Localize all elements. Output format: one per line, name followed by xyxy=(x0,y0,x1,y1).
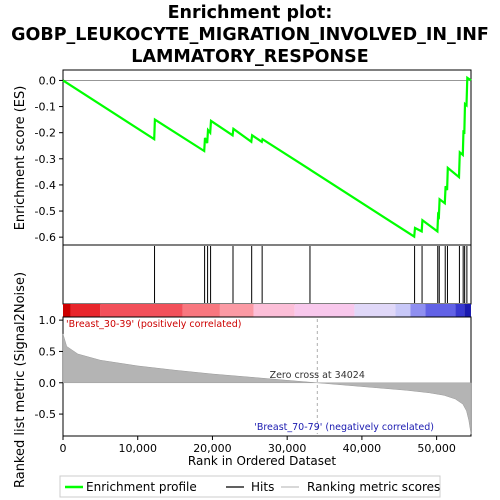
es-y-tick-label: 0.0 xyxy=(39,74,57,87)
colorbar-segment xyxy=(455,304,465,317)
legend-hits-label: Hits xyxy=(251,480,274,494)
colorbar-segment xyxy=(464,304,471,317)
es-y-axis-label: Enrichment score (ES) xyxy=(13,86,28,231)
legend-metric-label: Ranking metric scores xyxy=(307,480,440,494)
es-y-tick-label: -0.5 xyxy=(35,205,56,218)
colorbar-segment xyxy=(219,304,254,317)
ranking-metric-area xyxy=(62,333,472,435)
metric-y-tick-label: 0.0 xyxy=(39,377,57,390)
colorbar-segment xyxy=(63,304,71,317)
es-y-axis: 0.0 -0.1 -0.2 -0.3 -0.4 -0.5 -0.6 xyxy=(35,74,63,244)
title-line-1: Enrichment plot: xyxy=(168,3,333,23)
negative-group-label: 'Breast_70-79' (negatively correlated) xyxy=(254,422,434,433)
legend-enrichment-label: Enrichment profile xyxy=(86,480,197,494)
metric-y-tick-label: 0.5 xyxy=(39,345,57,358)
colorbar-segment xyxy=(425,304,456,317)
colorbar-segment xyxy=(354,304,396,317)
colorbar-segment xyxy=(70,304,101,317)
x-axis-label: Rank in Ordered Dataset xyxy=(188,454,336,468)
legend-box xyxy=(59,475,441,498)
x-tick-label: 30,000 xyxy=(268,442,307,455)
es-y-tick-label: -0.2 xyxy=(35,127,56,140)
title-line-2: GOBP_LEUKOCYTE_MIGRATION_INVOLVED_IN_INF xyxy=(11,25,489,45)
metric-y-tick-label: 1.0 xyxy=(39,314,57,327)
zero-cross-label: Zero cross at 34024 xyxy=(270,370,365,381)
metric-y-tick-label: -0.5 xyxy=(35,408,56,421)
x-tick-label: 10,000 xyxy=(118,442,157,455)
x-tick-label: 0 xyxy=(60,442,67,455)
metric-y-axis-label: Ranked list metric (Signal2Noise) xyxy=(13,272,28,488)
es-panel-frame xyxy=(62,69,472,246)
hits-marks xyxy=(154,246,468,303)
colorbar-segment xyxy=(294,304,355,317)
x-tick-label: 40,000 xyxy=(343,442,382,455)
es-y-tick-label: -0.4 xyxy=(35,179,56,192)
colorbar-segment xyxy=(100,304,183,317)
title-line-3: LAMMATORY_RESPONSE xyxy=(131,47,368,67)
colorbar-segment xyxy=(182,304,220,317)
metric-y-axis: 1.0 0.5 0.0 -0.5 xyxy=(35,314,63,421)
colorbar-segment xyxy=(395,304,411,317)
es-y-tick-label: -0.1 xyxy=(35,101,56,114)
colorbar-segment xyxy=(253,304,295,317)
x-tick-label: 50,000 xyxy=(417,442,456,455)
ranking-colorbar xyxy=(63,304,471,317)
positive-group-label: 'Breast_30-39' (positively correlated) xyxy=(66,319,242,330)
hits-panel-frame xyxy=(62,244,472,305)
enrichment-profile-line xyxy=(62,75,472,239)
colorbar-segment xyxy=(410,304,426,317)
x-tick-label: 20,000 xyxy=(193,442,232,455)
es-y-tick-label: -0.6 xyxy=(35,231,56,244)
x-axis: 0 10,000 20,000 30,000 40,000 50,000 xyxy=(60,436,456,455)
es-y-tick-label: -0.3 xyxy=(35,153,56,166)
